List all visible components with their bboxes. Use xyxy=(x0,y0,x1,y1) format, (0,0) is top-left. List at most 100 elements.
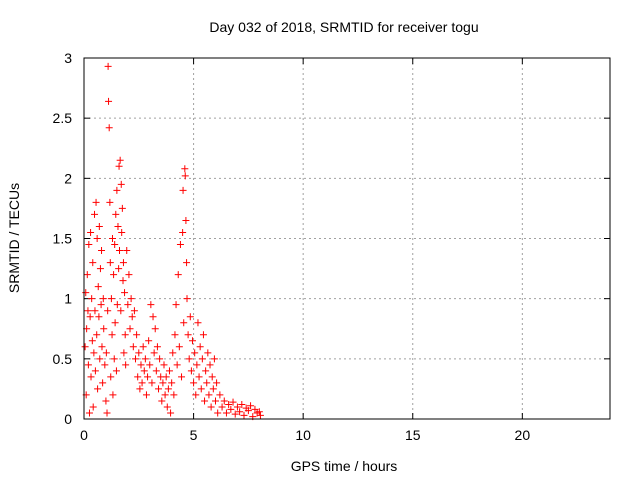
data-point xyxy=(104,307,112,315)
data-point xyxy=(214,409,222,417)
data-point xyxy=(115,162,123,170)
data-point xyxy=(96,265,104,273)
data-point xyxy=(196,343,204,351)
data-point xyxy=(191,349,199,357)
data-point xyxy=(117,180,125,188)
data-point xyxy=(87,373,95,381)
data-point xyxy=(99,379,107,387)
data-point xyxy=(206,361,214,369)
data-point xyxy=(121,331,129,339)
data-point xyxy=(184,331,192,339)
data-point xyxy=(205,391,213,399)
y-axis-label: SRMTID / TECUs xyxy=(6,183,22,293)
data-point xyxy=(119,277,127,285)
data-point xyxy=(187,367,195,375)
data-point xyxy=(93,235,101,242)
y-tick-label: 2 xyxy=(64,170,72,186)
data-point xyxy=(207,403,215,411)
data-point xyxy=(105,124,113,132)
data-point xyxy=(105,97,113,105)
data-point xyxy=(201,397,209,405)
data-point xyxy=(91,307,99,315)
data-point xyxy=(81,343,89,351)
data-point xyxy=(116,247,124,255)
data-point xyxy=(227,405,235,413)
data-point xyxy=(101,361,109,369)
x-axis-label: GPS time / hours xyxy=(291,458,398,474)
data-point xyxy=(130,307,138,315)
data-point xyxy=(110,271,118,279)
data-point xyxy=(238,401,246,409)
data-point xyxy=(160,361,168,369)
data-point xyxy=(98,247,106,255)
y-tick-label: 2.5 xyxy=(53,110,73,126)
data-point xyxy=(175,343,183,351)
data-point xyxy=(149,313,157,321)
data-point xyxy=(95,222,103,230)
data-point xyxy=(120,349,128,357)
data-point xyxy=(208,373,216,381)
data-point xyxy=(107,295,115,303)
data-point xyxy=(199,331,207,339)
data-point xyxy=(112,367,120,375)
data-point xyxy=(178,373,186,381)
data-point xyxy=(186,313,194,321)
data-point xyxy=(91,367,99,375)
data-point xyxy=(144,373,152,381)
data-point xyxy=(148,379,156,387)
data-point xyxy=(256,411,264,419)
data-point xyxy=(94,283,102,291)
data-point xyxy=(112,210,120,218)
data-point xyxy=(86,313,94,321)
data-point xyxy=(133,331,141,339)
data-point xyxy=(141,355,149,363)
data-point xyxy=(136,385,144,393)
data-point xyxy=(172,301,180,309)
data-point xyxy=(106,259,114,267)
y-tick-label: 0 xyxy=(64,411,72,427)
data-point xyxy=(194,319,202,327)
data-point xyxy=(119,259,127,267)
data-point xyxy=(213,379,221,387)
data-point xyxy=(102,397,110,405)
data-point xyxy=(94,385,102,393)
data-point xyxy=(202,367,210,375)
data-point xyxy=(179,228,187,236)
data-point xyxy=(109,391,117,399)
data-point xyxy=(153,343,161,351)
data-point xyxy=(89,403,97,411)
data-point xyxy=(209,385,217,393)
data-point xyxy=(127,295,135,303)
data-point xyxy=(116,156,124,164)
y-tick-label: 3 xyxy=(64,50,72,66)
data-point xyxy=(113,186,121,194)
data-point xyxy=(159,379,167,387)
data-point xyxy=(255,408,263,416)
data-point xyxy=(100,325,108,333)
data-point xyxy=(146,361,154,369)
data-point xyxy=(168,379,176,387)
data-point xyxy=(123,247,131,255)
data-point xyxy=(193,361,201,369)
data-point xyxy=(125,271,133,279)
data-point xyxy=(98,343,106,351)
data-point xyxy=(251,405,259,413)
data-point xyxy=(240,411,248,419)
data-point xyxy=(85,241,93,249)
data-point xyxy=(203,379,211,387)
data-point xyxy=(204,349,212,357)
data-point xyxy=(84,361,92,369)
data-point xyxy=(138,379,146,387)
data-point xyxy=(97,301,105,309)
data-point xyxy=(179,186,187,194)
data-point xyxy=(188,337,196,345)
data-point xyxy=(118,228,126,236)
data-point xyxy=(102,349,110,357)
data-point xyxy=(110,355,118,363)
data-point xyxy=(128,313,136,321)
data-point xyxy=(247,402,255,410)
data-point xyxy=(132,355,140,363)
data-point xyxy=(181,165,189,173)
data-point xyxy=(183,259,191,267)
